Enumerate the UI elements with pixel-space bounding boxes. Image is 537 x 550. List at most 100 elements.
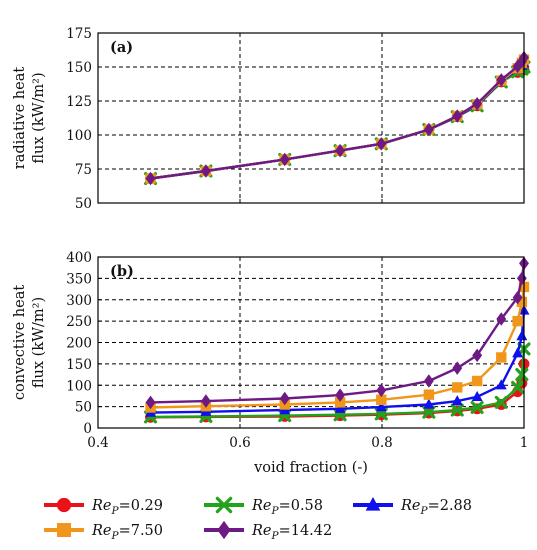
panel-b-point-rep-0-58-5: [422, 405, 436, 419]
panel-a-line-rep-0-29: [150, 68, 525, 180]
panel-a-radiative-heat-flux: 50 75 100 125 150 175 (a) radiative heat flux (k…: [12, 26, 531, 212]
panel-b-point-rep-2-88-10: [516, 330, 528, 341]
legend: ReP=0.29 ReP=0.58 ReP=2.88 ReP=7.50 ReP=14.4…: [44, 496, 472, 542]
panel-b-point-rep-14-42-5: [423, 374, 434, 388]
panel-b-point-rep-7-50-5: [423, 389, 435, 400]
panel-a-line-rep-0-58: [150, 66, 525, 180]
panel-b-point-rep-0-58-8: [494, 395, 508, 409]
panel-b-point-rep-14-42-8: [496, 312, 507, 326]
panel-a-series-rep-7-50: [145, 54, 530, 184]
legend-marker-1: [215, 496, 233, 514]
panel-b-ylabel-line-1: convective heat: [12, 285, 28, 400]
panel-a-point-rep-14-42-1: [200, 164, 211, 178]
panel-a-series-rep-14-42: [145, 50, 529, 186]
panel-b-point-rep-14-42-0: [145, 395, 156, 410]
panel-b-ytick-label-350: 350: [66, 271, 92, 287]
panel-a-ytick-label-75: 75: [75, 162, 92, 178]
panel-b-point-rep-14-42-1: [200, 394, 211, 408]
panel-b-axes-frame: [97, 256, 525, 429]
panel-b-ylabel-line-2: flux (kW/m²): [31, 297, 47, 388]
panel-a-ylabel-line-2: flux (kW/m²): [31, 72, 47, 163]
panel-b-point-rep-0-58-7: [470, 400, 484, 415]
legend-marker-4: [217, 520, 231, 540]
panel-b-point-rep-14-42-2: [279, 391, 290, 406]
panel-a-grid: [98, 33, 524, 203]
panel-b-ytick-label-250: 250: [66, 314, 92, 330]
panel-b-xtick-label-0-4: 0.4: [87, 435, 108, 451]
panel-b-xtick-label-0-6: 0.6: [229, 435, 250, 451]
panel-a-ytick-label-175: 175: [66, 26, 92, 42]
panel-b-point-rep-2-88-4: [375, 401, 387, 412]
panel-b-point-rep-0-58-7-stroke-2: [470, 400, 484, 415]
legend-label-4: ReP=14.42: [251, 523, 332, 542]
panel-b-point-rep-0-58-9: [511, 380, 525, 394]
legend-label-2: ReP=2.88: [400, 498, 472, 517]
panel-a-point-rep-14-42-7: [472, 96, 483, 111]
legend-marker-2: [365, 496, 381, 511]
panel-b-point-rep-0-58-6: [450, 403, 464, 417]
panel-b-point-rep-14-42-3: [335, 388, 346, 402]
panel-b-point-rep-14-42-7: [472, 348, 483, 363]
panel-b-point-rep-14-42-9: [512, 290, 523, 305]
legend-label-0: ReP=0.29: [91, 498, 163, 517]
panel-b-ytick-label-300: 300: [66, 293, 92, 309]
panel-b-ytick-label-100: 100: [66, 378, 92, 394]
panel-a-panel-label: (a): [110, 39, 133, 56]
panel-b-xtick-label-0-8: 0.8: [371, 435, 392, 451]
panel-b-point-rep-7-50-3: [334, 397, 346, 408]
legend-marker-0: [56, 497, 72, 513]
panel-b-ytick-label-50: 50: [75, 400, 92, 416]
panel-b-point-rep-2-88-6: [451, 395, 463, 406]
panel-a-ytick-label-125: 125: [66, 94, 92, 110]
legend-entry-rep-2-88: ReP=2.88: [353, 496, 472, 517]
panel-a-axes-frame: [97, 32, 525, 204]
panel-a-ytick-label-100: 100: [66, 128, 92, 144]
panel-a-ylabel-line-1: radiative heat: [12, 67, 28, 170]
legend-entry-rep-14-42: ReP=14.42: [204, 520, 332, 542]
panel-b-ytick-label-0: 0: [83, 421, 92, 437]
panel-b-point-rep-7-50-7: [471, 375, 483, 387]
panel-b-point-rep-14-42-4: [376, 383, 387, 398]
panel-b-ytick-label-200: 200: [66, 336, 92, 352]
panel-b-line-rep-14-42: [150, 263, 526, 404]
panel-b-panel-label: (b): [110, 263, 134, 280]
panel-b-point-rep-2-88-8: [495, 379, 507, 390]
panel-a-point-rep-14-42-0: [145, 171, 156, 186]
panel-b-point-rep-0-58-10-stroke-2: [515, 368, 529, 382]
panel-b-point-rep-0-58-6-stroke-2: [450, 403, 464, 417]
panel-b-point-rep-7-50-10: [516, 296, 528, 308]
panel-a-ytick-label-50: 50: [75, 196, 92, 212]
panel-a-point-rep-14-42-2: [279, 152, 290, 167]
panel-b-point-rep-14-42-6: [452, 361, 463, 375]
panel-a-line-rep-2-88: [150, 62, 525, 180]
legend-label-1: ReP=0.58: [251, 498, 323, 517]
panel-b-point-rep-0-58-8-stroke-2: [494, 395, 508, 409]
legend-entry-rep-0-58: ReP=0.58: [204, 496, 323, 517]
panel-a-point-rep-14-42-6: [452, 109, 463, 123]
legend-entry-rep-7-50: ReP=7.50: [44, 523, 163, 542]
panel-b-point-rep-7-50-8: [496, 352, 507, 363]
panel-b-convective-heat-flux: 0 50 100 150 200 250 300 350 400 0.4 0.6 0.8 1 (b) con…: [12, 250, 531, 476]
panel-a-point-rep-14-42-4: [376, 137, 387, 151]
panel-b-ytick-label-150: 150: [66, 357, 92, 373]
panel-a-series-rep-2-88: [145, 56, 530, 183]
panel-b-point-rep-2-88-5: [423, 398, 435, 409]
panel-b-ytick-label-400: 400: [66, 250, 92, 266]
panel-b-point-rep-2-88-7: [471, 390, 483, 401]
panel-b-point-rep-0-58-5-stroke-2: [422, 405, 436, 419]
panel-a-line-rep-14-42: [150, 56, 526, 180]
panel-a-ytick-label-150: 150: [66, 60, 92, 76]
legend-label-3: ReP=7.50: [91, 523, 163, 542]
panel-b-xlabel: void fraction (-): [253, 460, 368, 476]
panel-a-point-rep-14-42-5: [423, 122, 434, 137]
panel-b-point-rep-7-50-6: [452, 382, 463, 393]
panel-b-point-rep-0-58-9-stroke-2: [511, 380, 525, 394]
legend-marker-3: [57, 523, 71, 537]
panel-b-xtick-label-1: 1: [520, 435, 529, 451]
panel-a-point-rep-14-42-3: [335, 143, 346, 158]
panel-b-point-rep-2-88-3: [334, 402, 346, 413]
panel-b-line-rep-7-50: [150, 286, 526, 409]
panel-b-point-rep-2-88-9: [512, 347, 524, 358]
panel-b-point-rep-7-50-9: [512, 315, 523, 327]
